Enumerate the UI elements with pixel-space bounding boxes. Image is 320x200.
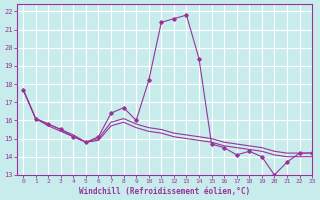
X-axis label: Windchill (Refroidissement éolien,°C): Windchill (Refroidissement éolien,°C) (79, 187, 250, 196)
